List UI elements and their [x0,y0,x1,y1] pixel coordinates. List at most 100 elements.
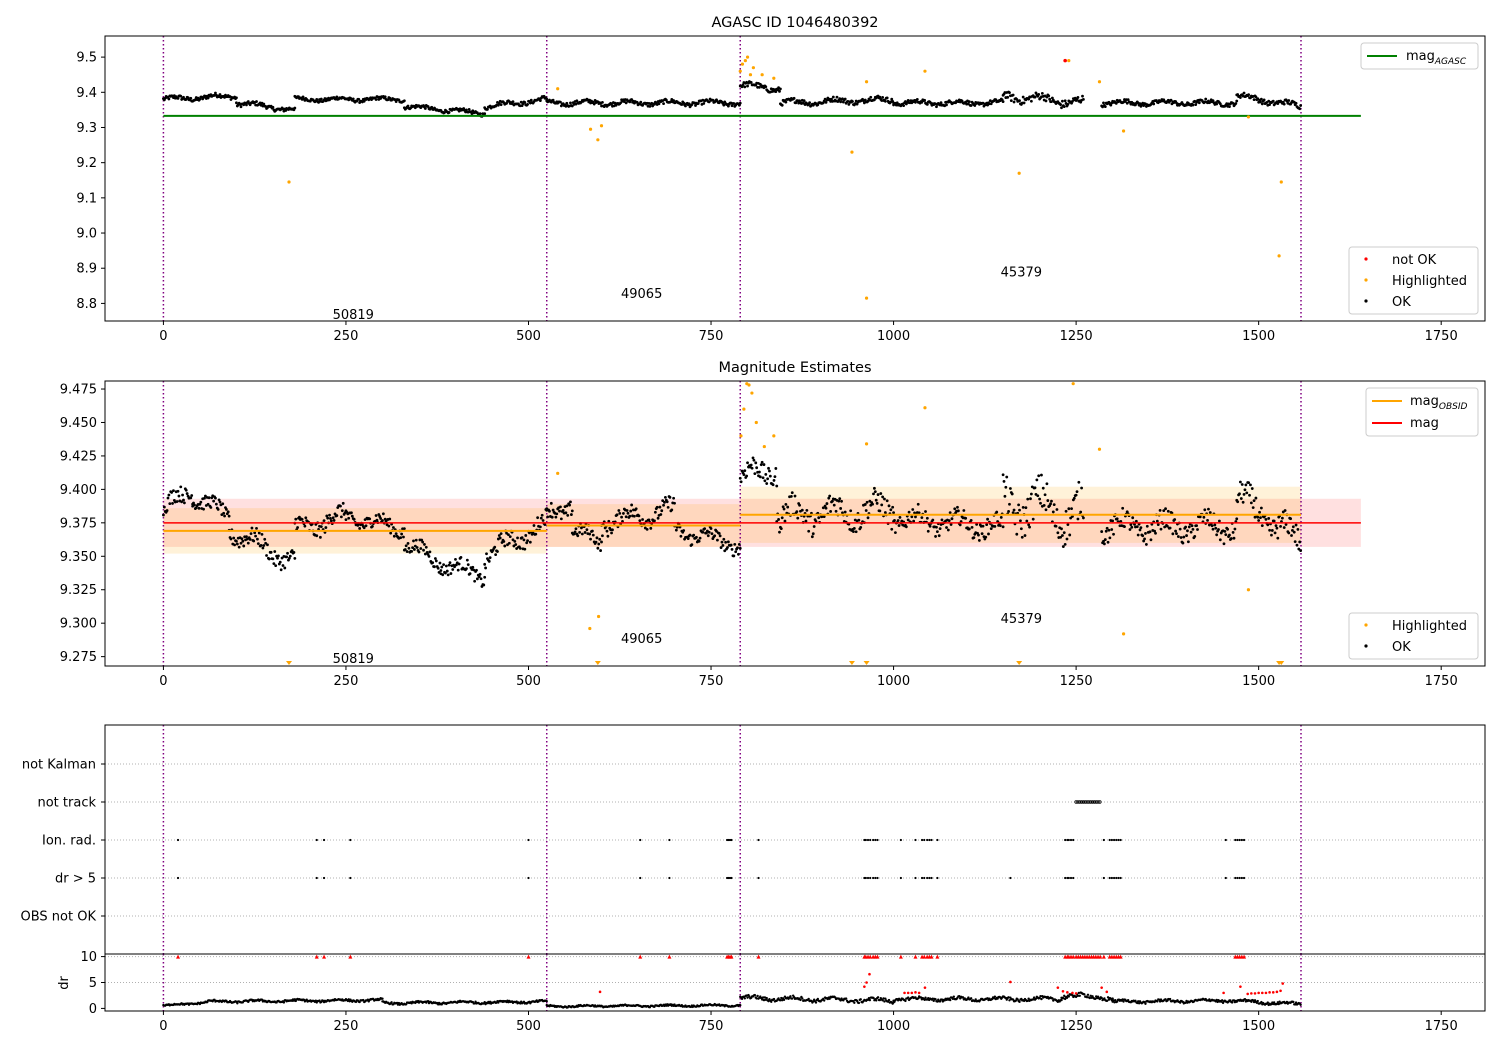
magnitude-ok-point-556 [660,509,664,513]
magnitude-xtick-label-1: 250 [334,674,359,689]
dr-ok-point-652 [753,993,757,997]
magnitude-ok-point-1021 [1080,486,1083,490]
magnitude-ok-point-197 [339,504,342,508]
agasc-highlighted-point-9 [748,73,753,77]
flags-dr-gt-5-point-15 [869,876,872,880]
magnitude-ok-point-1017 [1076,517,1080,521]
agasc-ok-point-897 [973,104,977,107]
magnitude-ok-point-373 [496,550,499,553]
dr-ok-point-871 [952,995,956,998]
magnitude-ok-point-219 [358,527,362,530]
dr-large-point-22 [1253,992,1257,995]
magnitude-ok-point-1208 [1267,517,1271,520]
agasc-ok-point-677 [774,90,778,94]
magnitude-ok-point-676 [768,469,771,473]
magnitude-ok-point-669 [761,476,765,480]
magnitude-xtick-label-7: 1750 [1425,674,1458,689]
agasc-ok-point-1132 [1204,97,1208,101]
dr-xtick-label-3: 750 [699,1019,724,1034]
agasc-ok-point-938 [1009,99,1013,103]
magnitude-obsid-label-1: 49065 [621,632,662,647]
magnitude-ok-point-498 [607,519,611,523]
agasc-ok-point-685 [780,103,784,107]
magnitude-ok-point-450 [565,504,569,508]
flags-dr-gt-5-point-39 [1119,876,1122,880]
magnitude-ok-point-945 [1010,492,1014,496]
magnitude-ok-point-815 [893,519,896,522]
magnitude-ok-point-993 [1054,524,1058,528]
magnitude-ok-point-120 [269,550,273,554]
agasc-ok-point-758 [847,102,851,106]
agasc-ok-point-624 [726,104,730,108]
magnitude-ok-point-977 [1040,473,1043,477]
dr-ok-point-768 [859,998,862,1001]
magnitude-ok-point-1179 [1240,483,1244,486]
magnitude-ok-point-308 [438,561,442,565]
magnitude-ok-point-283 [415,546,419,549]
magnitude-ok-point-1172 [1235,517,1239,521]
magnitude-ok-point-211 [350,514,354,518]
magnitude-ok-point-62 [217,498,221,502]
agasc-ok-point-1212 [1276,102,1280,106]
agasc-line-legend: magAGASC [1360,42,1479,70]
dr-large-point-5 [906,991,910,995]
flags-category-label-0: not Kalman [22,758,96,773]
magnitude-ok-point-921 [989,527,993,531]
magnitude-ok-point-1114 [1182,535,1186,539]
magnitude-ok-point-748 [832,503,836,507]
agasc-ok-point-447 [565,101,569,105]
magnitude-ok-point-637 [733,542,737,546]
agasc-ok-point-951 [1021,95,1025,99]
magnitude-ok-point-93 [245,535,248,539]
magnitude-ok-point-465 [578,530,582,534]
magnitude-ok-point-528 [634,507,638,511]
legend-mag-highlighted-marker [1364,623,1368,627]
agasc-ok-point-359 [486,107,489,111]
agasc-ok-point-855 [935,105,938,109]
magnitude-ok-point-359 [483,562,487,566]
magnitude-ok-point-1023 [1082,516,1085,520]
magnitude-ok-point-578 [679,534,683,538]
agasc-ok-point-355 [483,112,487,116]
dr-ok-point-655 [756,994,759,998]
magnitude-ok-point-559 [663,500,666,504]
flags-ion-rad-point-31 [1072,838,1075,842]
magnitude-ok-point-1072 [1144,532,1147,535]
agasc-ok-point-1236 [1298,107,1302,111]
magnitude-ok-point-1113 [1181,541,1185,545]
flags-dr-gt-5-point-36 [1112,876,1116,880]
magnitude-ok-point-935 [1001,473,1005,477]
magnitude-ok-point-934 [1001,525,1005,529]
flags-ion-rad-point-11 [757,838,760,842]
magnitude-ok-point-796 [876,493,880,496]
magnitude-ok-point-135 [283,566,287,570]
magnitude-ok-point-467 [580,526,583,530]
magnitude-ok-point-552 [656,516,660,520]
magnitude-ok-point-455 [569,513,573,516]
dr-ok-point-1015 [1083,993,1086,996]
flags-dr-gt-5-point-11 [757,876,760,880]
magnitude-ok-point-9 [170,491,174,494]
magnitude-ok-point-1108 [1176,535,1180,538]
magnitude-ok-point-912 [981,524,985,528]
flags-ion-rad-point-27 [1064,838,1067,842]
magnitude-ok-point-872 [945,526,948,529]
legend-highlighted-label: Highlighted [1392,274,1467,289]
magnitude-ok-point-798 [878,509,882,513]
flags-ion-rad-point-17 [874,838,877,842]
magnitude-ok-point-429 [546,515,550,519]
magnitude-ok-point-865 [938,527,942,531]
dr-large-point-18 [1222,991,1225,995]
magnitude-ok-point-1216 [1274,524,1278,528]
magnitude-ok-point-23 [183,501,186,505]
magnitude-ok-point-123 [272,562,276,566]
agasc-ytick-label-5: 9.3 [76,121,97,136]
magnitude-ok-point-143 [290,549,294,552]
dr-ok-point-778 [868,998,872,1002]
agasc-ok-point-266 [402,99,406,103]
magnitude-ok-point-1160 [1224,533,1228,537]
magnitude-ok-point-406 [526,539,529,543]
magnitude-ok-point-821 [898,515,902,519]
magnitude-ok-point-659 [752,458,756,462]
magnitude-xtick-label-3: 750 [699,674,724,689]
